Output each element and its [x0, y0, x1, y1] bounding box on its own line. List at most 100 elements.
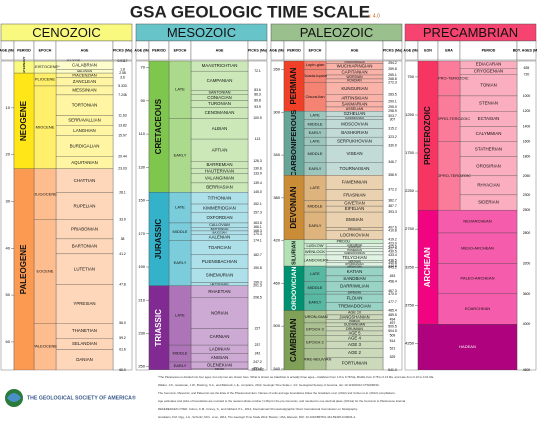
pick-label: 720: [524, 73, 530, 77]
axis-tick-label: 90: [141, 98, 146, 103]
unit-1-label: TRIASSIC: [154, 309, 163, 347]
pick-label: 1200: [523, 109, 531, 113]
version: v. 4.0: [368, 13, 380, 19]
axis-tick-label: 30: [6, 199, 11, 204]
unit-3-label: LANGHIAN: [73, 128, 95, 133]
pick-label: 13.82: [118, 124, 127, 128]
axis-tick-label: 3250: [405, 264, 415, 269]
unit-2-label: MIDDLE: [307, 121, 322, 126]
pick-label: 323.2: [388, 135, 397, 139]
unit-2-label: EARLY: [174, 260, 187, 265]
axis-tick-label: 190: [138, 264, 145, 269]
pick-label: 174.1: [253, 238, 262, 242]
pick-label: 93.9: [254, 105, 261, 109]
unit-3-label: VISEAN: [346, 151, 362, 156]
unit-3-label: FRASNIAN: [343, 192, 365, 197]
axis-tick-label: 300: [273, 109, 280, 114]
axis-tick-label: 250: [138, 364, 145, 369]
pick-label: 307: [390, 118, 396, 122]
pick-label: 227: [255, 326, 261, 330]
unit-3-label: VALANGINIAN: [205, 176, 234, 181]
pick-label: 346.7: [388, 160, 397, 164]
unit-3-label: YPRESIAN: [73, 301, 95, 306]
unit-3-label: PIACENZIAN: [72, 73, 96, 78]
axis-tick-label: 2250: [405, 188, 415, 193]
unit-3-label: FAMENNIAN: [342, 180, 368, 185]
unit-3-label: CRYOGENIAN: [474, 69, 503, 74]
pick-label: 33.9: [119, 218, 126, 222]
unit-2-label: PALEO-ARCHEAN: [461, 276, 495, 281]
unit-3-label: STENIAN: [479, 101, 498, 106]
unit-3-label: SAKMARIAN: [342, 102, 368, 107]
pick-label: 237: [255, 343, 261, 347]
unit-3-label: CAPITANIAN: [341, 69, 367, 74]
pick-label: 4000: [523, 322, 531, 326]
pick-label: 470.0: [388, 292, 397, 296]
unit-3-label: JIANGSHANIAN: [339, 314, 369, 319]
unit-2-label: EOARCHEAN: [465, 306, 490, 311]
title: GSA GEOLOGIC TIME SCALE: [130, 2, 370, 21]
pick-label: 509: [390, 334, 396, 338]
unit-3-label: FORTUNIAN: [342, 361, 368, 366]
panel-title: MESOZOIC: [167, 25, 236, 40]
unit-3-label: TORTONIAN: [72, 102, 98, 107]
pick-label: 372.2: [388, 187, 397, 191]
axis-tick-label: 130: [138, 164, 145, 169]
column-header: PERIOD: [287, 48, 301, 52]
unit-2-label: LATE: [310, 113, 320, 118]
axis-tick-label: 260: [273, 67, 280, 72]
column-header: ERA: [445, 48, 453, 52]
pick-label: 2300: [523, 193, 531, 197]
pick-label: 635: [524, 66, 530, 70]
column-header: PICKS (Ma): [383, 48, 403, 52]
unit-3-label: PLIENSBACHIAN: [202, 259, 237, 264]
unit-3-label: ARTINSKIAN: [341, 95, 367, 100]
age-axis: [136, 61, 149, 370]
unit-3-label: MAASTRICHTIAN: [202, 63, 238, 68]
pick-label: 358.9: [388, 173, 397, 177]
unit-3-label: ECTASIAN: [478, 116, 500, 121]
unit-3-label: TOARCIAN: [208, 245, 231, 250]
unit-3-label: ANISIAN: [211, 355, 229, 360]
unit-2-label: MIDDLE: [172, 351, 187, 356]
pick-label: 59.2: [119, 336, 126, 340]
axis-tick-label: 210: [138, 297, 145, 302]
pick-label: 3200: [523, 261, 531, 265]
unit-3-label: AALENIAN: [209, 235, 231, 240]
pick-label: 410.8: [388, 229, 397, 233]
pick-label: 247.2: [253, 360, 262, 364]
unit-3-label: ALBIAN: [212, 126, 228, 131]
unit-2-label: EARLY: [174, 152, 187, 157]
axis-tick-label: 70: [141, 65, 146, 70]
pick-label: 2050: [523, 174, 531, 178]
unit-1-label: CAMBRIAN: [289, 318, 298, 362]
unit-2-label: MESO-ARCHEAN: [461, 245, 494, 250]
unit-2-label: LATE: [175, 87, 185, 92]
pick-label: 208.5: [253, 296, 262, 300]
unit-3-label: MOSCOVIAN: [341, 121, 368, 126]
pick-label: 1800: [523, 155, 531, 159]
pick-label: 139.4: [253, 181, 262, 185]
unit-3-label: PRAGIAN: [348, 227, 361, 231]
pick-label: 28.1: [119, 190, 126, 194]
unit-1-label: PERMIAN: [289, 67, 298, 104]
unit-1-label: DEVONIAN: [289, 186, 298, 228]
pick-label: 298.9: [388, 109, 397, 113]
unit-3-label: INDUAN: [215, 368, 224, 371]
unit-3-label: SANDBIAN: [343, 276, 365, 281]
age-axis: [405, 61, 418, 370]
pick-label: 83.6: [254, 88, 261, 92]
unit-3-label: ZANCLEAN: [73, 79, 96, 84]
unit-1-label: JURASSIC: [154, 219, 163, 260]
pick-label: 56.0: [119, 321, 126, 325]
pick-label: 541.0: [388, 368, 397, 372]
axis-tick-label: 50: [6, 292, 11, 297]
pick-label: 15.97: [118, 134, 127, 138]
pick-label: 182.7: [253, 253, 262, 257]
unit-2-label: FURON-GIAN: [302, 314, 327, 319]
footnote: *The Pleistocene is divided into four ag…: [158, 375, 434, 379]
pick-label: 100.5: [253, 116, 262, 120]
axis-tick-label: 2750: [405, 226, 415, 231]
axis-tick-label: 10: [6, 105, 11, 110]
